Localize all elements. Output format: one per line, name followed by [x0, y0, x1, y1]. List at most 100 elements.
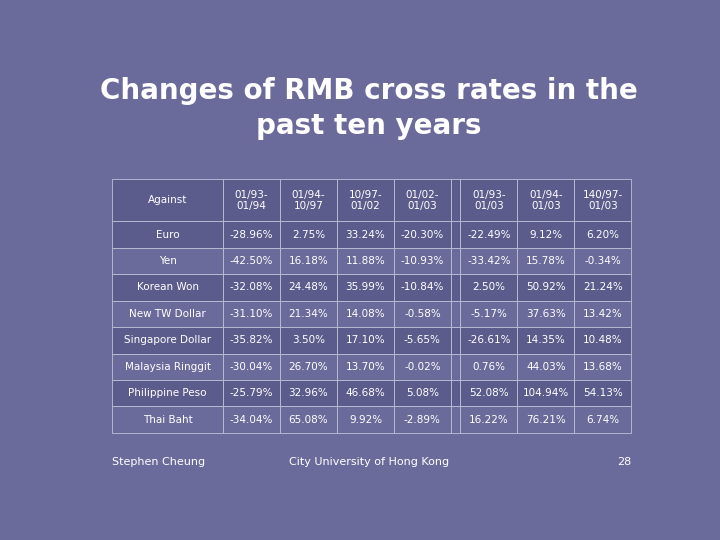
Text: -33.42%: -33.42% [467, 256, 510, 266]
Bar [394, 179, 451, 221]
Bar [394, 301, 451, 327]
Text: 14.35%: 14.35% [526, 335, 566, 345]
Text: -26.61%: -26.61% [467, 335, 510, 345]
Text: 76.21%: 76.21% [526, 415, 566, 424]
Text: 01/93-
01/03: 01/93- 01/03 [472, 190, 505, 211]
Text: -25.79%: -25.79% [230, 388, 274, 398]
Text: 9.92%: 9.92% [349, 415, 382, 424]
Bar [280, 407, 337, 433]
Text: -0.02%: -0.02% [404, 362, 441, 372]
Bar [337, 221, 394, 248]
Text: 10.48%: 10.48% [583, 335, 623, 345]
Bar [451, 380, 460, 407]
Bar [518, 179, 575, 221]
Bar [460, 221, 518, 248]
Text: 50.92%: 50.92% [526, 282, 566, 293]
Text: Changes of RMB cross rates in the
past ten years: Changes of RMB cross rates in the past t… [100, 77, 638, 140]
Text: 21.24%: 21.24% [583, 282, 623, 293]
Text: -0.58%: -0.58% [404, 309, 441, 319]
Bar [112, 327, 223, 354]
Bar [394, 274, 451, 301]
Bar [280, 327, 337, 354]
Text: 13.68%: 13.68% [583, 362, 623, 372]
Bar [451, 407, 460, 433]
Text: 26.70%: 26.70% [289, 362, 328, 372]
Bar [337, 380, 394, 407]
Bar [337, 354, 394, 380]
Text: 11.88%: 11.88% [346, 256, 385, 266]
Text: 9.12%: 9.12% [529, 230, 562, 240]
Bar [575, 301, 631, 327]
Bar [451, 301, 460, 327]
Bar [112, 248, 223, 274]
Bar [518, 354, 575, 380]
Bar [337, 301, 394, 327]
Bar [575, 407, 631, 433]
Text: -35.82%: -35.82% [230, 335, 274, 345]
Bar [112, 221, 223, 248]
Bar [394, 221, 451, 248]
Bar [112, 380, 223, 407]
Text: 0.76%: 0.76% [472, 362, 505, 372]
Text: 2.75%: 2.75% [292, 230, 325, 240]
Bar [394, 354, 451, 380]
Bar [394, 407, 451, 433]
Bar [223, 327, 280, 354]
Bar [112, 274, 223, 301]
Bar [451, 274, 460, 301]
Bar [460, 407, 518, 433]
Text: 3.50%: 3.50% [292, 335, 325, 345]
Bar [337, 248, 394, 274]
Text: Euro: Euro [156, 230, 179, 240]
Bar [223, 380, 280, 407]
Text: 5.08%: 5.08% [406, 388, 439, 398]
Text: 16.22%: 16.22% [469, 415, 509, 424]
Text: -22.49%: -22.49% [467, 230, 510, 240]
Text: 44.03%: 44.03% [526, 362, 566, 372]
Bar [337, 179, 394, 221]
Bar [223, 221, 280, 248]
Text: 6.74%: 6.74% [586, 415, 619, 424]
Bar [518, 301, 575, 327]
Bar [337, 407, 394, 433]
Text: City University of Hong Kong: City University of Hong Kong [289, 457, 449, 467]
Text: Yen: Yen [158, 256, 176, 266]
Text: 21.34%: 21.34% [289, 309, 328, 319]
Bar [223, 274, 280, 301]
Text: 16.18%: 16.18% [289, 256, 328, 266]
Bar [575, 380, 631, 407]
Bar [460, 380, 518, 407]
Bar [460, 248, 518, 274]
Bar [575, 327, 631, 354]
Bar [112, 301, 223, 327]
Text: 01/02-
01/03: 01/02- 01/03 [405, 190, 439, 211]
Text: 13.70%: 13.70% [346, 362, 385, 372]
Text: 65.08%: 65.08% [289, 415, 328, 424]
Bar [223, 179, 280, 221]
Bar [575, 274, 631, 301]
Text: 52.08%: 52.08% [469, 388, 509, 398]
Bar [575, 354, 631, 380]
Text: 2.50%: 2.50% [472, 282, 505, 293]
Text: -2.89%: -2.89% [404, 415, 441, 424]
Text: -42.50%: -42.50% [230, 256, 273, 266]
Text: Korean Won: Korean Won [137, 282, 199, 293]
Bar [280, 354, 337, 380]
Bar [460, 354, 518, 380]
Text: Thai Baht: Thai Baht [143, 415, 192, 424]
Bar [112, 407, 223, 433]
Bar [518, 327, 575, 354]
Bar [280, 274, 337, 301]
Bar [451, 179, 460, 221]
Text: New TW Dollar: New TW Dollar [130, 309, 206, 319]
Bar [460, 179, 518, 221]
Bar [518, 380, 575, 407]
Text: 13.42%: 13.42% [583, 309, 623, 319]
Text: -0.34%: -0.34% [585, 256, 621, 266]
Bar [451, 248, 460, 274]
Bar [575, 179, 631, 221]
Bar [460, 327, 518, 354]
Text: Malaysia Ringgit: Malaysia Ringgit [125, 362, 211, 372]
Bar [575, 248, 631, 274]
Bar [518, 274, 575, 301]
